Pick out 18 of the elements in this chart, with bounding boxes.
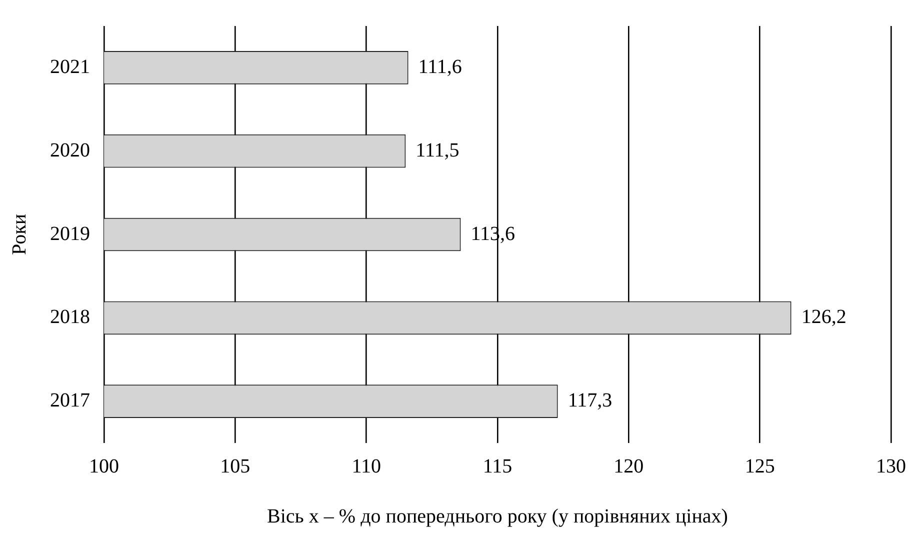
x-tick-label: 115 [482,455,512,478]
data-label: 126,2 [801,306,846,328]
y-tick-label: 2020 [50,139,90,162]
y-tick-label: 2019 [50,222,90,245]
x-tick-label: 125 [744,455,775,478]
data-label: 111,5 [416,139,460,162]
data-label: 117,3 [568,390,612,412]
y-axis-title: Роки [8,214,30,256]
data-label: 111,6 [418,56,462,78]
y-tick-label: 2017 [50,390,90,412]
x-tick-label: 120 [614,455,644,478]
y-tick-label: 2021 [50,56,90,78]
x-tick-label: 100 [89,455,119,478]
x-tick-label: 110 [352,455,381,478]
y-tick-label: 2018 [50,306,90,328]
x-tick-label: 130 [876,455,906,478]
x-axis-title: Вісь x – % до попереднього року (у порівняних цінах) [267,505,728,528]
x-tick-label: 105 [220,455,250,478]
